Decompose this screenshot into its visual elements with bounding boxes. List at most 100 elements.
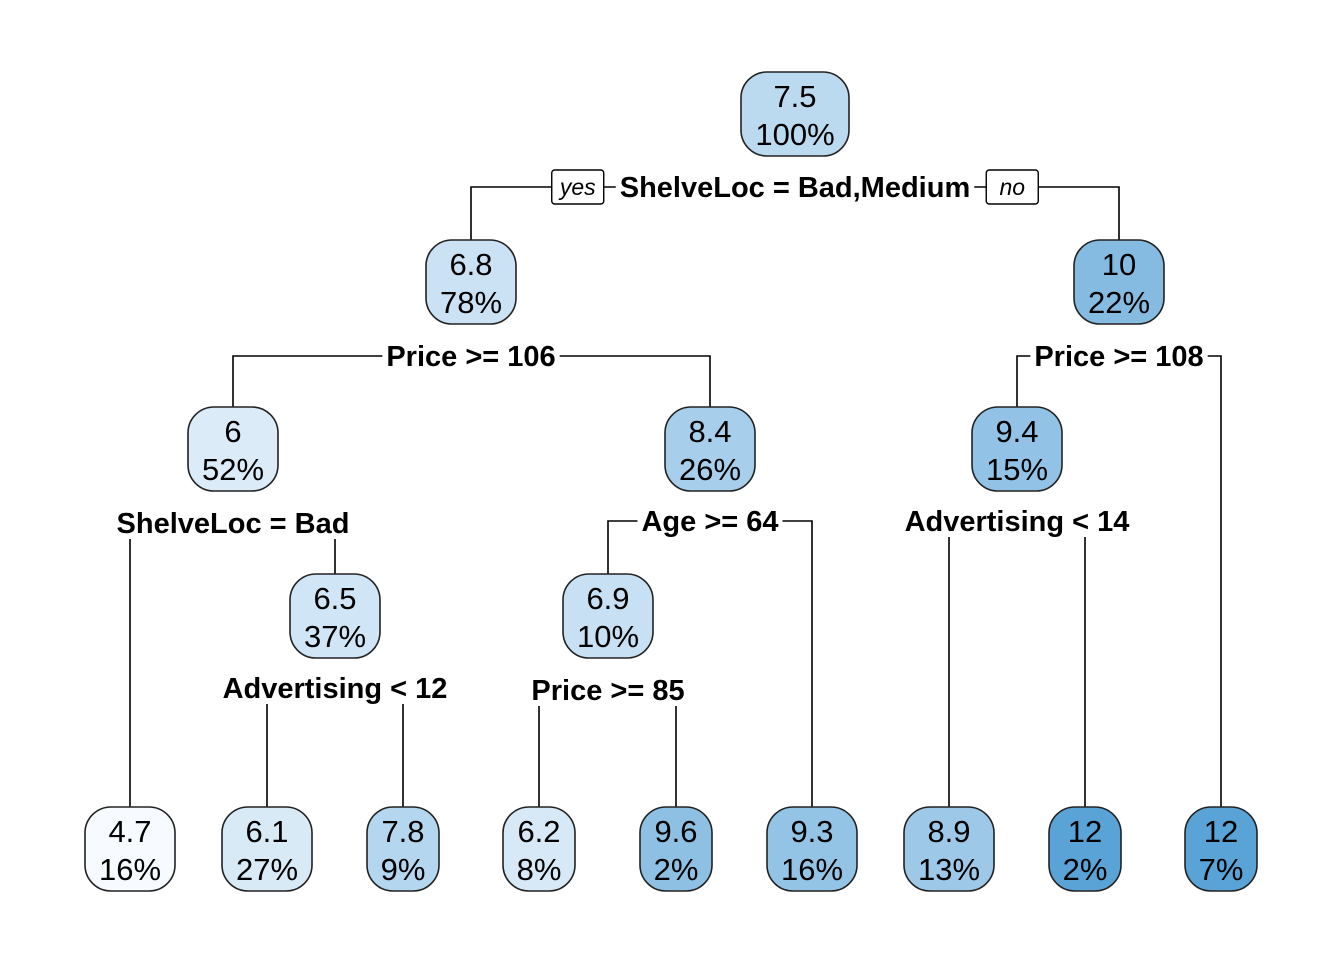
- split-bg: [900, 505, 1134, 537]
- node-box: [1048, 806, 1122, 892]
- node-box: [562, 573, 654, 659]
- node-value: 7.8: [381, 814, 424, 849]
- node-value: 9.6: [654, 814, 697, 849]
- edge-n7-l2: [266, 687, 335, 807]
- split-bg: [112, 507, 354, 539]
- split-bg: [637, 505, 783, 537]
- split-n2: Price >= 106: [382, 340, 560, 373]
- node-value: 4.7: [108, 814, 151, 849]
- edge-n8-l4: [538, 689, 608, 807]
- split-n1: ShelveLoc = Bad,Medium: [615, 171, 975, 204]
- branch-label-yes: yes: [551, 169, 605, 205]
- split-n3: Price >= 108: [1030, 340, 1208, 373]
- node-value: 12: [1204, 814, 1238, 849]
- node-percent: 16%: [781, 852, 843, 887]
- node-box: [639, 806, 713, 892]
- split-label: Price >= 85: [531, 675, 684, 707]
- split-label: ShelveLoc = Bad,Medium: [620, 172, 971, 204]
- node-value: 6.5: [313, 581, 356, 616]
- node-percent: 13%: [918, 852, 980, 887]
- edge-n5-l6: [710, 520, 813, 807]
- edge-n8-l5: [608, 689, 677, 807]
- split-node-n5: 8.426%: [664, 406, 756, 492]
- node-value: 8.4: [688, 414, 731, 449]
- node-percent: 22%: [1088, 285, 1150, 320]
- node-box: [187, 406, 279, 492]
- node-box: [502, 806, 576, 892]
- node-percent: 15%: [986, 452, 1048, 487]
- node-percent: 9%: [381, 852, 426, 887]
- node-percent: 78%: [440, 285, 502, 320]
- leaf-node-l4: 6.28%: [502, 806, 576, 892]
- node-value: 6.8: [449, 247, 492, 282]
- split-label: Advertising < 12: [223, 673, 448, 705]
- split-bg: [382, 340, 560, 372]
- node-value: 6: [224, 414, 241, 449]
- leaf-node-l1: 4.716%: [84, 806, 176, 892]
- branch-text: yes: [558, 174, 596, 200]
- node-box: [903, 806, 995, 892]
- node-box: [84, 806, 176, 892]
- node-box: [425, 239, 517, 325]
- split-label: ShelveLoc = Bad: [117, 508, 350, 540]
- split-node-n6: 9.415%: [971, 406, 1063, 492]
- split-n4: ShelveLoc = Bad: [112, 507, 354, 540]
- split-bg: [218, 672, 452, 704]
- leaf-node-l8: 122%: [1048, 806, 1122, 892]
- node-value: 6.2: [517, 814, 560, 849]
- node-percent: 37%: [304, 619, 366, 654]
- edge-n7-l3: [335, 687, 404, 807]
- split-n7: Advertising < 12: [218, 672, 452, 705]
- edge-n6-l8: [1017, 520, 1086, 807]
- node-percent: 16%: [99, 852, 161, 887]
- edge-n4-l1: [129, 522, 233, 807]
- split-n6: Advertising < 14: [900, 505, 1134, 538]
- leaf-node-l9: 127%: [1184, 806, 1258, 892]
- branch-box: [985, 169, 1039, 205]
- node-box: [1073, 239, 1165, 325]
- node-percent: 2%: [654, 852, 699, 887]
- node-value: 10: [1102, 247, 1136, 282]
- node-box: [1184, 806, 1258, 892]
- node-box: [766, 806, 858, 892]
- node-value: 7.5: [773, 79, 816, 114]
- split-node-n8: 6.910%: [562, 573, 654, 659]
- node-box: [664, 406, 756, 492]
- node-percent: 26%: [679, 452, 741, 487]
- split-label: Price >= 106: [386, 341, 555, 373]
- edge-n6-l7: [948, 520, 1017, 807]
- node-value: 9.3: [790, 814, 833, 849]
- node-value: 6.1: [245, 814, 288, 849]
- split-label: Advertising < 14: [905, 506, 1130, 538]
- node-percent: 27%: [236, 852, 298, 887]
- node-box: [971, 406, 1063, 492]
- node-value: 8.9: [927, 814, 970, 849]
- split-labels: ShelveLoc = Bad,Medium Price >= 106 Price …: [112, 169, 1208, 707]
- leaf-node-l2: 6.127%: [221, 806, 313, 892]
- split-label: Age >= 64: [641, 506, 778, 538]
- leaf-node-l5: 9.62%: [639, 806, 713, 892]
- split-n8: Price >= 85: [527, 674, 689, 707]
- branch-label-no: no: [985, 169, 1039, 205]
- node-box: [221, 806, 313, 892]
- split-bg: [615, 171, 975, 203]
- node-box: [289, 573, 381, 659]
- leaf-node-l7: 8.913%: [903, 806, 995, 892]
- node-percent: 8%: [517, 852, 562, 887]
- node-percent: 100%: [755, 117, 834, 152]
- edge-n3-l9: [1119, 355, 1222, 807]
- node-percent: 52%: [202, 452, 264, 487]
- node-box: [740, 71, 850, 157]
- node-value: 12: [1068, 814, 1102, 849]
- node-percent: 7%: [1199, 852, 1244, 887]
- leaf-node-l3: 7.89%: [366, 806, 440, 892]
- split-label: Price >= 108: [1034, 341, 1203, 373]
- node-value: 6.9: [586, 581, 629, 616]
- split-node-n2: 6.878%: [425, 239, 517, 325]
- branch-text: no: [999, 174, 1025, 200]
- split-node-n4: 652%: [187, 406, 279, 492]
